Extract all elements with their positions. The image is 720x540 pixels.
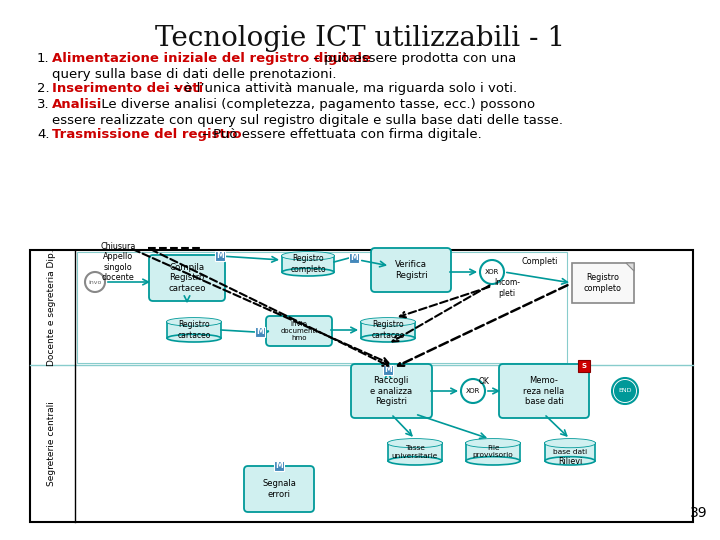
- Text: XOR: XOR: [466, 388, 480, 394]
- FancyBboxPatch shape: [149, 255, 225, 301]
- FancyBboxPatch shape: [266, 316, 332, 346]
- Text: M: M: [384, 366, 392, 375]
- Bar: [274, 461, 284, 471]
- Ellipse shape: [361, 334, 415, 342]
- Circle shape: [615, 381, 635, 401]
- Bar: [349, 253, 359, 263]
- Text: Tecnologie ICT utilizzabili - 1: Tecnologie ICT utilizzabili - 1: [155, 25, 565, 52]
- Text: 3.: 3.: [37, 98, 50, 111]
- Circle shape: [461, 379, 485, 403]
- Ellipse shape: [545, 439, 595, 447]
- FancyBboxPatch shape: [351, 364, 432, 418]
- Text: M: M: [256, 327, 264, 336]
- Text: invo: invo: [89, 280, 102, 286]
- FancyBboxPatch shape: [371, 248, 451, 292]
- Text: Registro
cartaceo: Registro cartaceo: [372, 320, 405, 340]
- Text: M: M: [350, 253, 358, 262]
- Bar: [361, 322, 415, 338]
- Text: Registro
completo: Registro completo: [290, 254, 326, 274]
- Text: File
provvisorio: File provvisorio: [472, 446, 513, 458]
- FancyBboxPatch shape: [244, 466, 314, 512]
- Text: Memo-
reza nella
base dati: Memo- reza nella base dati: [523, 376, 564, 406]
- Ellipse shape: [282, 268, 334, 276]
- Ellipse shape: [545, 457, 595, 465]
- Text: OK: OK: [479, 377, 490, 387]
- Text: Segreterie centrali: Segreterie centrali: [48, 401, 56, 486]
- Text: essere realizzate con query sul registro digitale e sulla base dati delle tasse.: essere realizzate con query sul registro…: [52, 114, 563, 127]
- Text: Trasmissione del registro: Trasmissione del registro: [52, 128, 242, 141]
- Text: Inserimento dei voti: Inserimento dei voti: [52, 82, 203, 95]
- Text: Raccogli
e analizza
Registri: Raccogli e analizza Registri: [370, 376, 412, 406]
- Text: Verifica
Registri: Verifica Registri: [395, 260, 427, 280]
- Text: M: M: [216, 252, 224, 260]
- Ellipse shape: [545, 439, 595, 447]
- Text: Completi: Completi: [522, 258, 558, 267]
- Ellipse shape: [282, 252, 334, 260]
- Text: – è l’unica attività manuale, ma riguarda solo i voti.: – è l’unica attività manuale, ma riguard…: [169, 82, 517, 95]
- Text: Incom-
pleti: Incom- pleti: [494, 278, 520, 298]
- Ellipse shape: [167, 334, 221, 342]
- Text: 1.: 1.: [37, 52, 50, 65]
- Text: Docente e segreteria Dip.: Docente e segreteria Dip.: [48, 249, 56, 366]
- Circle shape: [480, 260, 504, 284]
- Text: – può essere prodotta con una: – può essere prodotta con una: [310, 52, 517, 65]
- Text: END: END: [618, 388, 631, 394]
- Bar: [282, 256, 334, 272]
- Ellipse shape: [388, 457, 442, 465]
- Text: Compila
Registro
cartaceo: Compila Registro cartaceo: [168, 263, 206, 293]
- Text: Registro
cartaceo: Registro cartaceo: [177, 320, 211, 340]
- Polygon shape: [626, 263, 634, 271]
- Bar: [77, 252, 567, 363]
- Text: Analisi: Analisi: [52, 98, 102, 111]
- Bar: [545, 443, 595, 461]
- Text: Rilievi: Rilievi: [558, 456, 582, 465]
- FancyBboxPatch shape: [499, 364, 589, 418]
- Text: Invio
documenti
hmo: Invio documenti hmo: [280, 321, 318, 341]
- Text: – Può essere effettuata con firma digitale.: – Può essere effettuata con firma digita…: [198, 128, 482, 141]
- Ellipse shape: [466, 457, 520, 465]
- Bar: [255, 327, 265, 337]
- Ellipse shape: [282, 252, 334, 260]
- Bar: [572, 263, 634, 303]
- Text: 4.: 4.: [37, 128, 50, 141]
- Text: base dati: base dati: [553, 449, 587, 455]
- Ellipse shape: [388, 439, 442, 447]
- Bar: [167, 322, 221, 338]
- Bar: [215, 251, 225, 261]
- Text: 39: 39: [690, 506, 708, 520]
- Bar: [578, 360, 590, 372]
- Text: Segnala
errori: Segnala errori: [262, 480, 296, 499]
- Circle shape: [612, 378, 638, 404]
- Text: Alimentazione iniziale del registro digitale: Alimentazione iniziale del registro digi…: [52, 52, 371, 65]
- Bar: [383, 365, 393, 375]
- Text: XOR: XOR: [485, 269, 499, 275]
- Ellipse shape: [167, 318, 221, 326]
- Bar: [30, 250, 693, 522]
- Text: M: M: [275, 462, 283, 470]
- Text: Tasse
universitarie: Tasse universitarie: [392, 446, 438, 458]
- Text: Chiusura
Appello
singolo
docente: Chiusura Appello singolo docente: [100, 242, 135, 282]
- Ellipse shape: [167, 318, 221, 326]
- Ellipse shape: [361, 318, 415, 326]
- Ellipse shape: [388, 439, 442, 447]
- Text: 2.: 2.: [37, 82, 50, 95]
- Bar: [388, 443, 442, 461]
- Text: S: S: [582, 363, 587, 369]
- Text: query sulla base di dati delle prenotazioni.: query sulla base di dati delle prenotazi…: [52, 68, 336, 81]
- Text: . Le diverse analisi (completezza, pagamento tasse, ecc.) possono: . Le diverse analisi (completezza, pagam…: [93, 98, 535, 111]
- Bar: [466, 443, 520, 461]
- Ellipse shape: [466, 439, 520, 447]
- Text: Registro
completo: Registro completo: [584, 273, 622, 293]
- Ellipse shape: [361, 318, 415, 326]
- Ellipse shape: [466, 439, 520, 447]
- Circle shape: [85, 272, 105, 292]
